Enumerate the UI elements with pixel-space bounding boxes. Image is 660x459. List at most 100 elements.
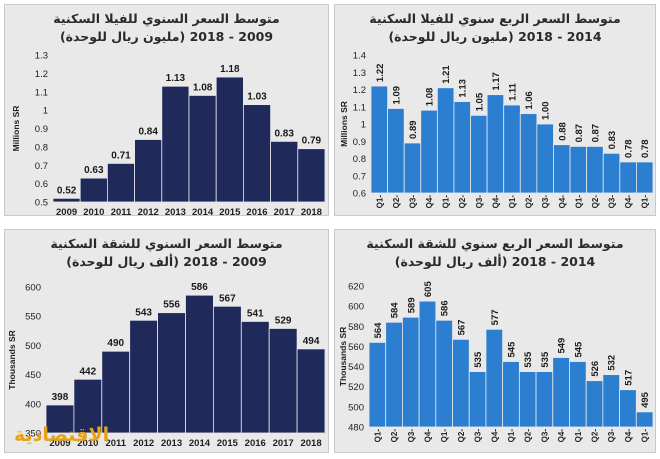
data-label: 1.08	[193, 82, 213, 93]
data-label: 541	[247, 308, 264, 319]
y-tick-label: 520	[348, 382, 364, 393]
data-label: 1.18	[220, 64, 240, 75]
x-tick-label: Q4-	[491, 195, 500, 209]
data-label: 586	[440, 300, 451, 316]
data-label: 494	[303, 336, 320, 347]
bar	[552, 357, 570, 428]
bar	[370, 85, 388, 194]
y-tick-label: 540	[348, 362, 364, 373]
x-tick-label: Q4-	[558, 195, 567, 209]
y-tick-label: 1.3	[353, 68, 366, 79]
x-tick-label: 2013	[161, 438, 182, 449]
data-label: 495	[640, 391, 651, 408]
x-tick-label: 2015	[217, 438, 239, 449]
data-label: 1.08	[425, 88, 436, 107]
y-tick-label: 500	[348, 402, 364, 413]
bar	[297, 148, 326, 203]
x-tick-label: Q3-	[474, 429, 483, 443]
data-label: 535	[523, 351, 534, 368]
data-label: 0.87	[574, 124, 585, 143]
data-label: 0.83	[274, 128, 294, 139]
x-tick-label: Q2-	[390, 429, 399, 443]
apartment-quarterly-chart-panel: متوسط السعر الربع سنوي للشقة السكنية (أل…	[334, 229, 656, 453]
data-label: 1.13	[458, 79, 469, 98]
data-label: 1.09	[391, 86, 402, 105]
x-tick-label: Q2-	[525, 195, 534, 209]
data-label: 543	[135, 307, 152, 318]
bar	[636, 161, 654, 194]
x-tick-label: Q1-	[508, 195, 517, 209]
x-tick-label: 2009	[56, 207, 77, 217]
bar	[385, 321, 403, 428]
x-tick-label: Q2-	[524, 429, 533, 443]
data-label: 545	[573, 341, 584, 358]
bar	[602, 374, 620, 428]
chart-subtitle: (مليون ريال للوحدة) 2009 - 2018	[59, 29, 274, 44]
x-tick-label: Q3-	[407, 429, 416, 443]
bar	[619, 389, 637, 428]
y-tick-label: 480	[348, 423, 364, 434]
data-label: 526	[590, 361, 601, 377]
chart-title: متوسط السعر السنوي للفيلا السكنية	[53, 11, 280, 26]
y-tick-label: 1.2	[35, 69, 48, 80]
data-label: 0.88	[557, 122, 568, 141]
x-tick-label: Q3-	[540, 429, 549, 443]
x-tick-label: Q2-	[591, 195, 600, 209]
y-tick-label: 0.7	[35, 161, 48, 172]
x-tick-label: Q1-	[375, 195, 384, 209]
apartment-quarterly-bar-chart: 480 500 520 540 560 580 600 620 Thousands SR 564 Q…	[338, 281, 654, 443]
y-tick-label: 1.2	[353, 85, 366, 96]
chart-title: متوسط السعر الربع سنوي للفيلا السكنية	[369, 11, 621, 26]
data-label: 0.63	[84, 165, 104, 176]
x-tick-label: Q2-	[591, 429, 600, 443]
data-label: 0.79	[302, 136, 322, 147]
x-tick-label: 2011	[111, 207, 132, 217]
x-tick-label: Q1-	[507, 429, 516, 443]
x-tick-label: Q4-	[557, 429, 566, 443]
y-tick-label: 1.1	[353, 102, 366, 113]
data-label: 398	[52, 392, 69, 403]
chart-subtitle: (ألف ريال للوحدة) 2014 - 2018	[394, 254, 596, 269]
data-label: 564	[373, 322, 384, 339]
y-tick-label: 1	[361, 120, 366, 131]
publisher-logo: الاقتصادية	[14, 424, 110, 446]
bar	[403, 142, 422, 194]
x-tick-label: 2018	[301, 207, 322, 217]
bar	[52, 197, 81, 203]
bar	[418, 300, 437, 428]
bar	[553, 144, 571, 194]
y-tick-label: 450	[25, 370, 41, 381]
villa-annual-bar-chart: 0.5 0.6 0.7 0.8 0.9 1 1.1 1.2 1.3 Millions SR 0.52…	[11, 51, 326, 217]
data-label: 1.00	[541, 102, 552, 121]
data-label: 490	[107, 338, 124, 349]
y-axis-label: Thousands SR	[338, 327, 348, 387]
data-label: 0.52	[57, 185, 77, 196]
bar	[503, 104, 521, 194]
data-label: 1.13	[166, 73, 186, 84]
x-tick-label: 2014	[189, 438, 211, 449]
data-label: 0.84	[138, 127, 158, 138]
x-tick-label: Q3-	[541, 195, 550, 209]
x-tick-label: 2014	[192, 207, 214, 217]
bar	[212, 305, 242, 434]
bar	[435, 319, 453, 428]
y-tick-label: 500	[25, 341, 41, 352]
bar	[619, 161, 637, 194]
y-tick-label: 0.8	[35, 142, 48, 153]
bar	[188, 95, 217, 203]
data-label: 549	[557, 338, 568, 354]
data-label: 1.21	[441, 65, 452, 84]
bar	[402, 316, 420, 428]
y-tick-label: 0.9	[35, 124, 48, 135]
y-tick-label: 1.4	[353, 51, 366, 62]
data-label: 0.89	[408, 120, 419, 139]
data-label: 532	[607, 355, 618, 371]
data-label: 605	[423, 281, 434, 298]
chart-subtitle: (مليون ريال للوحدة) 2014 - 2018	[388, 29, 602, 44]
y-tick-label: 1.3	[35, 51, 48, 62]
bar	[101, 350, 131, 434]
data-label: 556	[163, 300, 180, 311]
data-label: 567	[219, 293, 236, 304]
y-tick-label: 0.5	[35, 198, 48, 209]
x-tick-label: Q3-	[607, 429, 616, 443]
